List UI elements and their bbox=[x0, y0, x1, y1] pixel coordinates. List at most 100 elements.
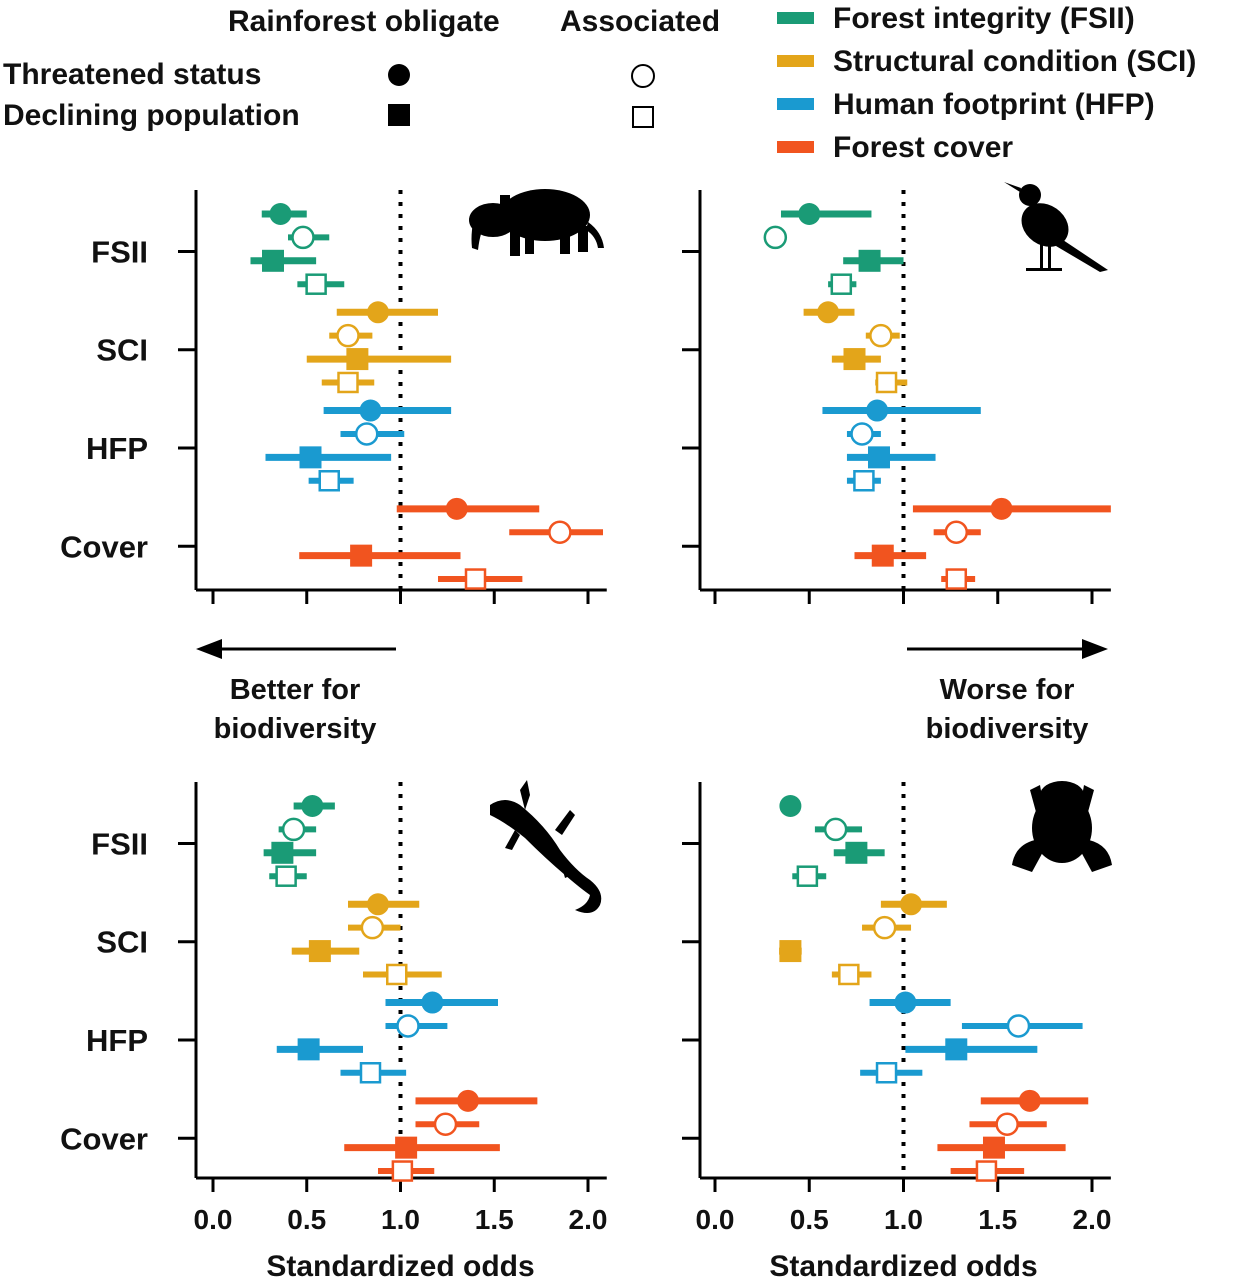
legend-header-associated: Associated bbox=[560, 5, 720, 38]
sci-associated-declining-point bbox=[337, 371, 359, 394]
fsii-obligate-threatened-point bbox=[798, 203, 821, 225]
cover-obligate-declining-point bbox=[982, 1136, 1005, 1159]
cover-associated-threatened-point bbox=[433, 1112, 458, 1136]
sci-associated-threatened-point bbox=[872, 915, 897, 940]
better-label-line1: Better for bbox=[230, 674, 361, 706]
hfp-associated-threatened-point bbox=[1006, 1014, 1031, 1038]
fsii-obligate-declining-point bbox=[845, 841, 868, 864]
legend-swatch-fsii bbox=[777, 12, 814, 24]
sci-obligate-threatened-point bbox=[900, 893, 923, 916]
fsii-associated-threatened-point bbox=[763, 225, 788, 250]
hfp-associated-declining-point bbox=[318, 470, 340, 492]
hfp-associated-declining-point bbox=[359, 1062, 382, 1084]
category-label-cover: Cover bbox=[60, 1121, 148, 1156]
better-label-line2: biodiversity bbox=[214, 713, 377, 745]
x-tick-label: 0.0 bbox=[194, 1204, 233, 1235]
right-arrow-icon bbox=[907, 639, 1108, 659]
legend-filled-square-icon bbox=[388, 104, 410, 126]
x-axis-title: Standardized odds bbox=[266, 1250, 534, 1280]
cover-associated-threatened-point bbox=[548, 520, 572, 544]
hfp-associated-declining-point bbox=[875, 1062, 898, 1084]
fsii-associated-threatened-point bbox=[281, 817, 306, 842]
hfp-obligate-declining-point bbox=[299, 446, 322, 469]
x-tick-label: 2.0 bbox=[569, 1204, 608, 1235]
sci-obligate-declining-point bbox=[308, 940, 331, 963]
hfp-obligate-threatened-point bbox=[359, 399, 382, 422]
fsii-obligate-threatened-point bbox=[779, 795, 802, 817]
fsii-obligate-declining-point bbox=[858, 249, 881, 272]
cover-associated-declining-point bbox=[945, 568, 968, 590]
cover-obligate-threatened-point bbox=[445, 497, 468, 520]
category-label-hfp: HFP bbox=[86, 1023, 148, 1058]
fsii-associated-threatened-point bbox=[823, 817, 848, 842]
cover-obligate-declining-point bbox=[871, 544, 894, 567]
sci-associated-threatened-point bbox=[360, 915, 385, 940]
legend-swatch-sci bbox=[777, 55, 814, 67]
legend-label-cover: Forest cover bbox=[833, 131, 1013, 164]
frog-icon bbox=[1012, 781, 1112, 872]
hfp-associated-threatened-point bbox=[396, 1014, 420, 1038]
category-label-cover: Cover bbox=[60, 529, 148, 564]
direction-annotations: Better for biodiversity Worse for biodiv… bbox=[196, 639, 1108, 745]
sci-associated-threatened-point bbox=[869, 323, 893, 348]
category-label-fsii: FSII bbox=[91, 826, 148, 861]
sci-obligate-declining-point bbox=[843, 348, 866, 371]
shape-legend: Rainforest obligate Associated Threatene… bbox=[3, 5, 720, 132]
fsii-associated-declining-point bbox=[796, 865, 819, 887]
category-label-hfp: HFP bbox=[86, 431, 148, 466]
fsii-obligate-declining-point bbox=[262, 249, 284, 272]
left-arrow-icon bbox=[196, 639, 396, 659]
cover-associated-threatened-point bbox=[995, 1112, 1019, 1136]
fsii-associated-declining-point bbox=[275, 865, 297, 887]
hfp-obligate-declining-point bbox=[945, 1038, 968, 1061]
x-axis-title: Standardized odds bbox=[769, 1250, 1037, 1280]
category-label-sci: SCI bbox=[96, 333, 148, 368]
cover-associated-declining-point bbox=[975, 1160, 998, 1182]
sci-associated-declining-point bbox=[875, 371, 898, 394]
hfp-associated-threatened-point bbox=[850, 422, 874, 446]
cover-obligate-threatened-point bbox=[1018, 1089, 1041, 1112]
sci-obligate-declining-point bbox=[346, 348, 369, 371]
sci-associated-threatened-point bbox=[336, 323, 360, 348]
sci-obligate-threatened-point bbox=[817, 301, 840, 324]
cover-associated-threatened-point bbox=[944, 520, 969, 544]
legend-swatch-hfp bbox=[777, 98, 814, 110]
lizard-icon bbox=[490, 780, 602, 914]
legend-filled-circle-icon bbox=[388, 64, 410, 86]
panel-birds bbox=[682, 190, 1111, 604]
worse-label-line1: Worse for bbox=[940, 674, 1075, 706]
cover-obligate-threatened-point bbox=[990, 497, 1013, 520]
x-tick-label: 2.0 bbox=[1073, 1204, 1112, 1235]
hfp-obligate-threatened-point bbox=[894, 991, 917, 1014]
panel-mammals: FSII SCI HFP Cover bbox=[60, 190, 607, 604]
worse-label-line2: biodiversity bbox=[926, 713, 1089, 745]
sci-associated-declining-point bbox=[838, 963, 860, 986]
legend-label-sci: Structural condition (SCI) bbox=[833, 45, 1196, 78]
sci-obligate-threatened-point bbox=[367, 893, 389, 916]
fsii-obligate-threatened-point bbox=[301, 795, 324, 817]
sci-obligate-threatened-point bbox=[367, 301, 389, 324]
fsii-obligate-declining-point bbox=[271, 841, 294, 864]
color-legend: Forest integrity (FSII) Structural condi… bbox=[777, 2, 1196, 164]
tapir-icon bbox=[469, 189, 604, 256]
legend-label-hfp: Human footprint (HFP) bbox=[833, 88, 1155, 121]
x-tick-label: 0.5 bbox=[790, 1204, 829, 1235]
hfp-associated-declining-point bbox=[853, 470, 875, 492]
category-label-sci: SCI bbox=[96, 925, 148, 960]
cover-obligate-threatened-point bbox=[457, 1089, 479, 1112]
cover-associated-declining-point bbox=[391, 1160, 414, 1182]
bird-icon bbox=[1004, 182, 1108, 272]
cover-associated-declining-point bbox=[464, 568, 487, 590]
hfp-obligate-threatened-point bbox=[421, 991, 444, 1014]
fsii-associated-threatened-point bbox=[291, 225, 315, 250]
legend-row-declining: Declining population bbox=[3, 99, 300, 132]
x-tick-label: 1.5 bbox=[978, 1204, 1017, 1235]
panel-amphibians: 0.0 0.5 1.0 1.5 2.0 Standardized odds bbox=[682, 782, 1111, 1280]
hfp-obligate-threatened-point bbox=[866, 399, 889, 422]
hfp-obligate-declining-point bbox=[867, 446, 890, 469]
legend-swatch-cover bbox=[777, 141, 814, 153]
fsii-associated-declining-point bbox=[305, 273, 327, 295]
x-tick-label: 1.0 bbox=[381, 1204, 420, 1235]
fsii-obligate-threatened-point bbox=[269, 203, 292, 225]
panel-reptiles: 0.0 0.5 1.0 1.5 2.0 Standardized odds FSII SCI H… bbox=[60, 782, 607, 1280]
